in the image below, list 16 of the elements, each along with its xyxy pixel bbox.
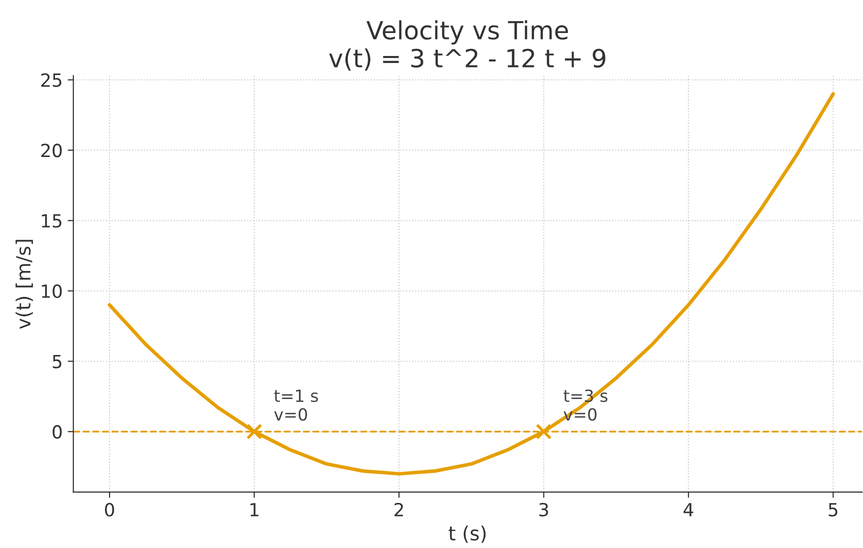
chart-title: Velocity vs Time v(t) = 3 t^2 - 12 t + 9 [329, 20, 606, 71]
y-tick-label: 5 [52, 354, 62, 368]
x-axis-title: t (s) [448, 526, 486, 543]
y-tick-label: 15 [42, 214, 62, 228]
y-axis-title: v(t) [m/s] [16, 240, 33, 329]
annotation: t=1 s v=0 [274, 390, 318, 421]
y-tick-label: 20 [41, 144, 62, 158]
x-tick-label: 3 [539, 502, 548, 516]
x-tick-label: 5 [828, 503, 838, 516]
x-tick-label: 4 [684, 503, 694, 516]
y-tick-label: 25 [41, 73, 62, 87]
y-tick-label: 10 [42, 284, 62, 298]
y-tick-label: 0 [52, 425, 62, 439]
x-tick-label: 1 [250, 503, 258, 516]
x-tick-label: 0 [104, 502, 114, 516]
x-tick-label: 2 [394, 502, 403, 516]
